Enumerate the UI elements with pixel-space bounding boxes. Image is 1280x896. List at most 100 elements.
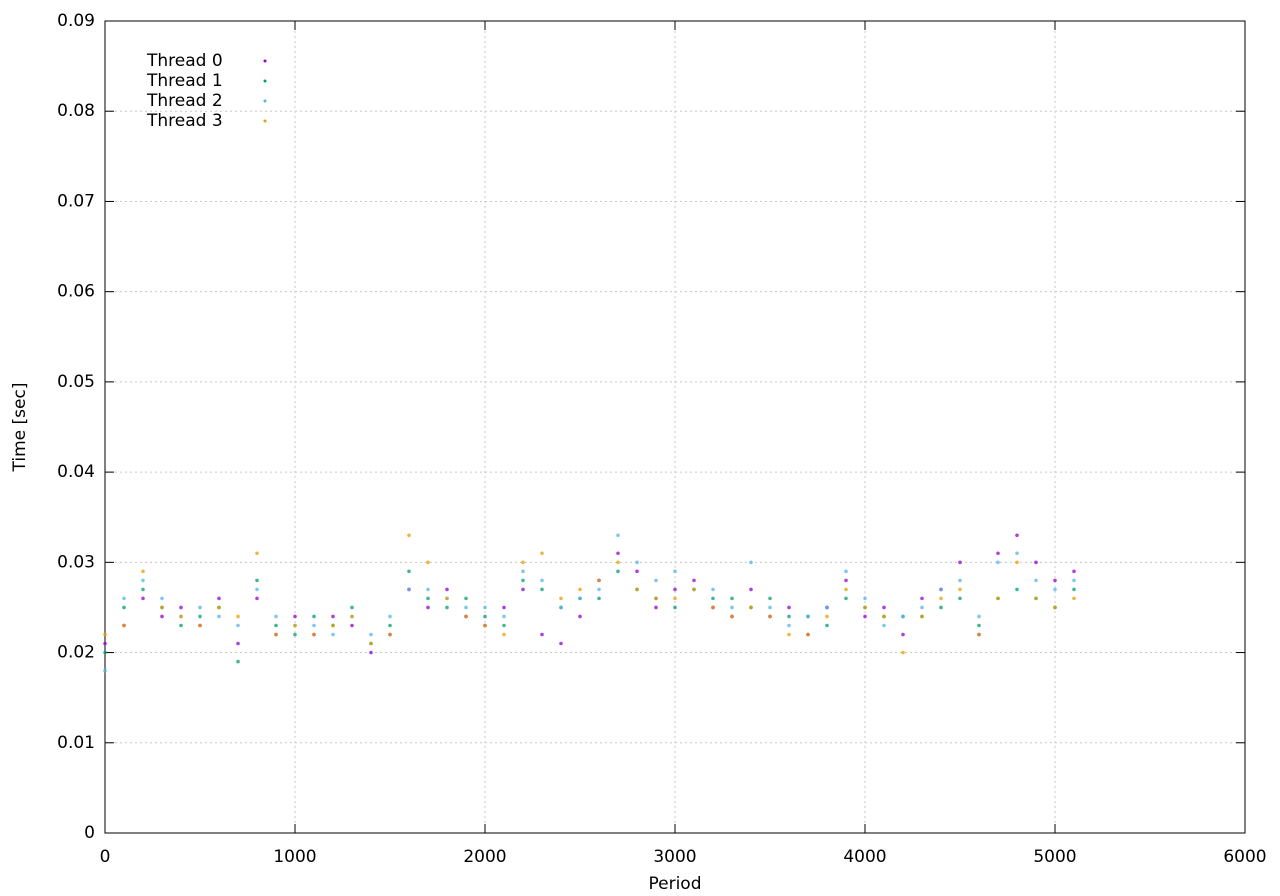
data-point [122, 596, 126, 601]
data-point [692, 587, 696, 592]
data-point [312, 623, 316, 628]
data-point [540, 632, 544, 637]
data-point [236, 659, 240, 664]
data-point [255, 578, 259, 583]
y-tick-label: 0.02 [57, 643, 95, 663]
data-point [996, 551, 1000, 556]
data-point [1072, 596, 1076, 601]
data-point [635, 560, 639, 565]
data-point [863, 605, 867, 610]
data-point [141, 569, 145, 574]
data-point [369, 632, 373, 637]
data-point [939, 587, 943, 592]
data-point [825, 605, 829, 610]
data-point [274, 623, 278, 628]
data-point [521, 587, 525, 592]
data-point [464, 614, 468, 619]
data-point [540, 578, 544, 583]
y-tick-label: 0.07 [57, 191, 95, 211]
data-point [749, 605, 753, 610]
data-point [863, 596, 867, 601]
x-tick-label: 4000 [843, 847, 886, 867]
data-point [654, 596, 658, 601]
data-point [217, 605, 221, 610]
data-point [407, 533, 411, 538]
data-point [730, 596, 734, 601]
x-axis-title: Period [648, 874, 701, 894]
y-tick-label: 0.08 [57, 101, 95, 121]
data-point [1015, 533, 1019, 538]
data-point [673, 569, 677, 574]
legend-marker [263, 119, 267, 123]
data-point [369, 641, 373, 646]
y-tick-label: 0.06 [57, 282, 95, 302]
y-tick-label: 0.03 [57, 552, 95, 572]
data-point [1015, 551, 1019, 556]
data-point [901, 614, 905, 619]
y-tick-label: 0.04 [57, 462, 95, 482]
data-point [996, 596, 1000, 601]
data-point [540, 551, 544, 556]
data-point [445, 605, 449, 610]
data-point [103, 668, 107, 673]
data-point [996, 560, 1000, 565]
data-point [464, 596, 468, 601]
data-point [464, 605, 468, 610]
data-point [198, 605, 202, 610]
data-point [1015, 587, 1019, 592]
data-point [198, 614, 202, 619]
data-point [1034, 596, 1038, 601]
data-point [787, 623, 791, 628]
data-point [920, 605, 924, 610]
x-tick-label: 5000 [1033, 847, 1076, 867]
data-point [578, 587, 582, 592]
data-point [122, 623, 126, 628]
data-point [711, 605, 715, 610]
data-point [103, 641, 107, 646]
data-point [730, 605, 734, 610]
data-point [426, 596, 430, 601]
legend-label: Thread 3 [146, 111, 223, 131]
data-point [122, 605, 126, 610]
data-point [749, 587, 753, 592]
data-point [844, 596, 848, 601]
data-point [616, 560, 620, 565]
data-point [179, 605, 183, 610]
data-point [388, 632, 392, 637]
y-tick-label: 0.09 [57, 11, 95, 31]
data-point [540, 587, 544, 592]
data-point [768, 614, 772, 619]
data-point [825, 614, 829, 619]
data-point [255, 596, 259, 601]
data-point [388, 623, 392, 628]
data-point [768, 605, 772, 610]
data-point [160, 596, 164, 601]
data-point [654, 605, 658, 610]
data-point [711, 587, 715, 592]
data-point [160, 605, 164, 610]
data-point [882, 623, 886, 628]
data-point [445, 587, 449, 592]
data-point [578, 614, 582, 619]
data-point [445, 596, 449, 601]
data-point [502, 614, 506, 619]
data-point [350, 614, 354, 619]
data-point [844, 578, 848, 583]
y-tick-label: 0.05 [57, 372, 95, 392]
x-tick-label: 3000 [653, 847, 696, 867]
data-point [255, 587, 259, 592]
data-point [236, 641, 240, 646]
data-point [331, 632, 335, 637]
data-point [407, 569, 411, 574]
data-point [654, 578, 658, 583]
data-point [787, 605, 791, 610]
legend-label: Thread 1 [146, 71, 223, 91]
legend-label: Thread 2 [146, 91, 223, 111]
data-point [920, 596, 924, 601]
data-point [141, 596, 145, 601]
data-point [103, 632, 107, 637]
data-point [559, 641, 563, 646]
x-tick-label: 0 [100, 847, 111, 867]
data-point [407, 587, 411, 592]
data-point [1072, 578, 1076, 583]
